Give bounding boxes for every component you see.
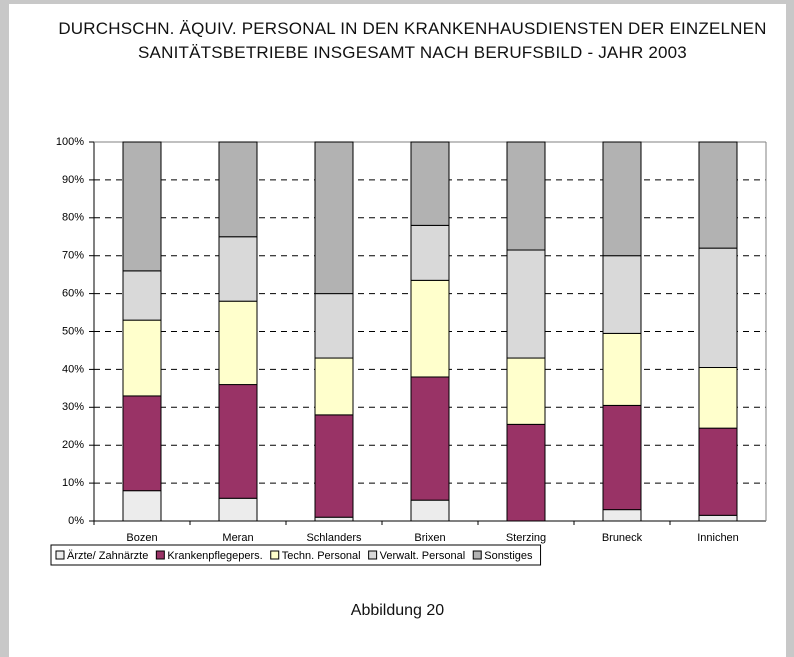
legend-swatch bbox=[55, 550, 65, 560]
bar-segment bbox=[602, 141, 642, 257]
y-tick-label: 100% bbox=[56, 136, 84, 148]
bar-segment bbox=[314, 516, 354, 522]
x-tick-label: Schlanders bbox=[306, 532, 362, 544]
bar-segment bbox=[122, 395, 162, 492]
y-tick-label: 70% bbox=[62, 250, 84, 262]
y-tick-label: 40% bbox=[62, 363, 84, 375]
bar-segment bbox=[314, 293, 354, 359]
bar-segment bbox=[122, 319, 162, 397]
bar-segment bbox=[410, 499, 450, 522]
legend-swatch bbox=[270, 550, 280, 560]
bar-segment bbox=[602, 255, 642, 334]
bar-segment bbox=[602, 404, 642, 511]
x-tick-label: Innichen bbox=[697, 532, 739, 544]
bar-segment bbox=[410, 376, 450, 501]
legend-label: Techn. Personal bbox=[282, 550, 361, 562]
legend-label: Verwalt. Personal bbox=[380, 550, 466, 562]
x-tick-label: Meran bbox=[222, 532, 253, 544]
x-tick-label: Bruneck bbox=[602, 532, 643, 544]
bar-segment bbox=[122, 141, 162, 272]
bar-segment bbox=[218, 236, 258, 302]
y-tick-label: 80% bbox=[62, 212, 84, 224]
bar-segment bbox=[410, 279, 450, 378]
bar-segment bbox=[698, 427, 738, 516]
bar-segment bbox=[314, 414, 354, 518]
y-tick-label: 20% bbox=[62, 439, 84, 451]
y-tick-label: 50% bbox=[62, 325, 84, 337]
bar-segment bbox=[410, 224, 450, 281]
bar-segment bbox=[122, 490, 162, 522]
y-tick-label: 0% bbox=[68, 515, 84, 527]
x-tick-label: Brixen bbox=[414, 532, 445, 544]
legend-swatch bbox=[155, 550, 165, 560]
y-tick-label: 60% bbox=[62, 288, 84, 300]
bar-segment bbox=[410, 141, 450, 226]
bar-segment bbox=[218, 300, 258, 386]
bar-segment bbox=[698, 514, 738, 522]
chart-title: DURCHSCHN. ÄQUIV. PERSONAL IN DEN KRANKE… bbox=[58, 19, 767, 62]
bar-segment bbox=[506, 423, 546, 522]
legend-box bbox=[50, 544, 542, 566]
bar-segment bbox=[506, 141, 546, 251]
bar-segment bbox=[698, 247, 738, 369]
legend-label: Ärzte/ Zahnärzte bbox=[67, 550, 148, 562]
bar-segment bbox=[698, 367, 738, 429]
bar-segment bbox=[122, 270, 162, 321]
bar-segment bbox=[218, 384, 258, 499]
x-tick-label: Sterzing bbox=[506, 532, 546, 544]
bar-segment bbox=[602, 509, 642, 522]
y-tick-label: 90% bbox=[62, 174, 84, 186]
bar-segment bbox=[314, 357, 354, 416]
bar-segment bbox=[314, 141, 354, 295]
legend-swatch bbox=[472, 550, 482, 560]
legend-label: Sonstiges bbox=[484, 550, 533, 562]
x-tick-label: Bozen bbox=[126, 532, 157, 544]
legend-swatch bbox=[368, 550, 378, 560]
y-tick-label: 10% bbox=[62, 477, 84, 489]
bar-segment bbox=[218, 497, 258, 522]
bar-segment bbox=[698, 141, 738, 249]
legend-label: Krankenpflegepers. bbox=[167, 550, 262, 562]
bar-segment bbox=[602, 332, 642, 406]
bar-segment bbox=[506, 249, 546, 359]
bar-segment bbox=[218, 141, 258, 238]
y-tick-label: 30% bbox=[62, 401, 84, 413]
bar-segment bbox=[506, 357, 546, 425]
figure-caption: Abbildung 20 bbox=[350, 602, 445, 619]
